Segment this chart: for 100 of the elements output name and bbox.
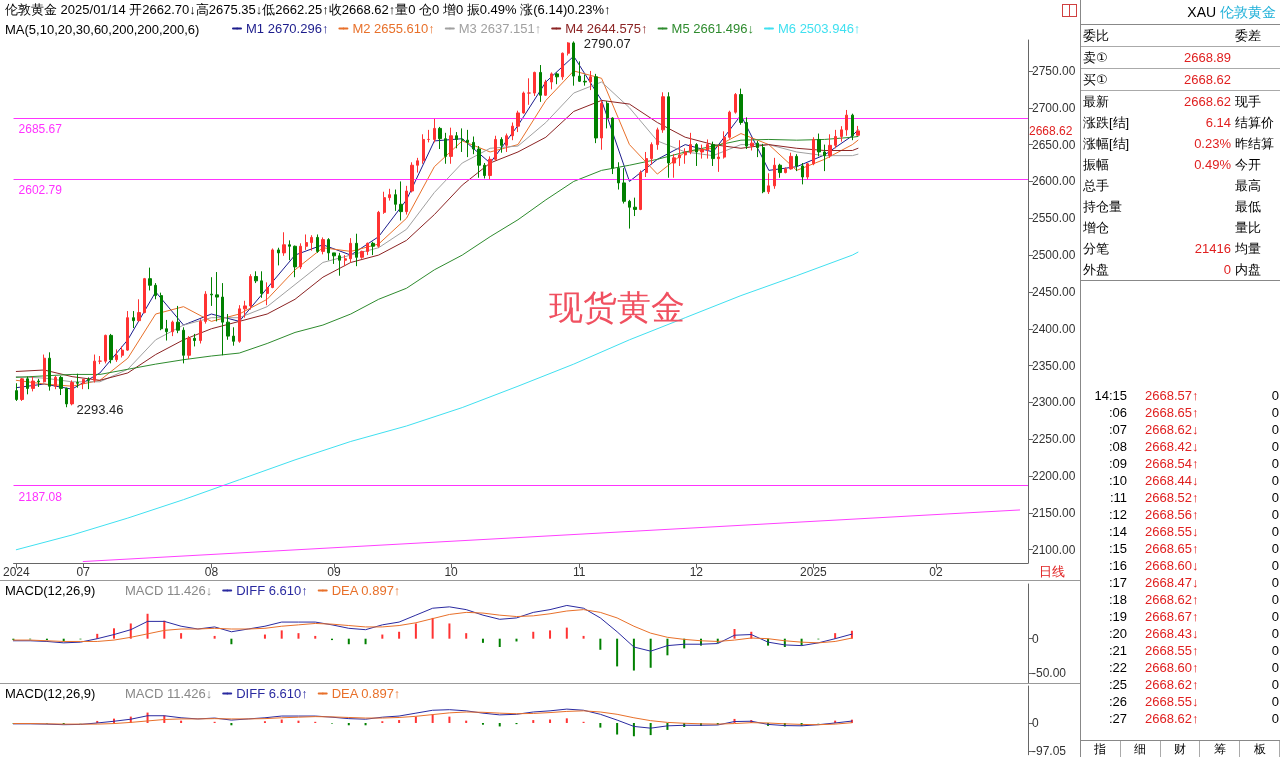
text: 2668.57↑ xyxy=(1145,388,1199,403)
text: 2668.42↓ xyxy=(1145,439,1199,454)
legend-label: M5 2661.496↓ xyxy=(671,21,754,36)
chart-title: 伦敦黄金 2025/01/14 开2662.70↓高2675.35↓低2662.25↑收2668.62↑量0 仓0 增0 振0.49% 涨(6.14)0.23%↑ xyxy=(5,2,611,17)
text: 2668.62↓ xyxy=(1145,422,1199,437)
text: 委比 xyxy=(1083,27,1109,43)
y-tick-label: 2750.00 xyxy=(1032,63,1076,78)
text: 2668.67↑ xyxy=(1145,609,1199,624)
text: :17 xyxy=(1108,575,1127,590)
text: 0 xyxy=(1271,592,1279,607)
text: 昨结算 xyxy=(1235,135,1274,151)
text: 0 xyxy=(1223,262,1231,277)
text: 2668.60↓ xyxy=(1145,558,1199,573)
text: 0 xyxy=(1271,490,1279,505)
legend-label: M1 2670.296↑ xyxy=(246,21,329,36)
text: :27 xyxy=(1108,711,1127,726)
x-tick-label: 02 xyxy=(929,565,944,579)
series-label: MACD 11.426↓ xyxy=(125,583,213,598)
text: :14 xyxy=(1108,524,1127,539)
legend-label: DIFF 6.610↑ xyxy=(236,583,308,598)
text: 0 xyxy=(1271,524,1279,539)
text: 2668.62 xyxy=(1184,72,1231,87)
y-tick-label: 2200.00 xyxy=(1032,469,1076,484)
text: 2668.43↓ xyxy=(1145,626,1199,641)
text: 2668.62 xyxy=(1184,94,1231,109)
text: 日线 xyxy=(1039,563,1065,579)
x-tick-label: 2025 xyxy=(800,565,828,579)
text: 0 xyxy=(1271,643,1279,658)
text: 振幅 xyxy=(1083,156,1109,172)
y-tick-label: 2250.00 xyxy=(1032,432,1076,447)
text: 2668.55↑ xyxy=(1145,643,1199,658)
text: :15 xyxy=(1108,541,1127,556)
text: 0 xyxy=(1271,711,1279,726)
text: 0.23% xyxy=(1194,136,1231,151)
text: :06 xyxy=(1108,405,1127,420)
text: 0 xyxy=(1271,507,1279,522)
y-tick-label: 2650.00 xyxy=(1032,137,1076,152)
legend-label: DEA 0.897↑ xyxy=(331,583,401,598)
text: 增仓 xyxy=(1083,219,1109,235)
text: :26 xyxy=(1108,694,1127,709)
x-tick-label: 12 xyxy=(689,565,704,579)
series-label: MACD 11.426↓ xyxy=(125,686,213,701)
text: 0 xyxy=(1271,456,1279,471)
text: 均量 xyxy=(1235,240,1261,256)
category-label: 筹 xyxy=(1200,741,1241,757)
text: 0 xyxy=(1271,677,1279,692)
text: 涨跌[结] xyxy=(1083,114,1130,130)
legend-label: M2 2655.610↑ xyxy=(352,21,435,36)
text: 2668.44↓ xyxy=(1145,473,1199,488)
text: 6.14 xyxy=(1205,115,1231,130)
y-tick-label: 2550.00 xyxy=(1032,211,1076,226)
chart-title: MACD(12,26,9) xyxy=(5,583,96,598)
legend-title: MA(5,10,20,30,60,200,200,200,6) xyxy=(5,22,200,37)
y-tick-label: 0 xyxy=(1032,715,1039,730)
text: 21416 xyxy=(1194,241,1231,256)
category-label: 细 xyxy=(1120,741,1161,757)
text: 2668.56↑ xyxy=(1145,507,1199,522)
x-tick-label: 11 xyxy=(573,565,586,579)
y-tick-label: 2150.00 xyxy=(1032,505,1076,520)
x-tick-label: 2024 xyxy=(2,565,30,579)
text: :21 xyxy=(1108,643,1127,658)
text: 0 xyxy=(1271,388,1279,403)
text: 内盘 xyxy=(1235,261,1261,277)
y-tick-label: -97.05 xyxy=(1032,744,1067,757)
annotation: 2293.46 xyxy=(76,401,124,417)
text: 0 xyxy=(1271,558,1279,573)
annotation: 2790.07 xyxy=(583,35,631,51)
text: 最高 xyxy=(1235,177,1261,193)
y-tick-label: 2300.00 xyxy=(1032,395,1076,410)
text: :09 xyxy=(1108,456,1127,471)
text: 量比 xyxy=(1235,219,1261,235)
text: 2668.62↑ xyxy=(1145,711,1199,726)
text: 0 xyxy=(1271,422,1279,437)
text: 2668.47↓ xyxy=(1145,575,1199,590)
text: 2668.62 xyxy=(1029,123,1073,138)
legend-label: M6 2503.946↑ xyxy=(777,21,861,36)
y-tick-label: 2450.00 xyxy=(1032,284,1076,299)
text: 2668.52↑ xyxy=(1145,490,1199,505)
text: 2668.65↑ xyxy=(1145,541,1199,556)
text: 2668.55↓ xyxy=(1145,524,1199,539)
text: 0 xyxy=(1271,405,1279,420)
text: 2668.89 xyxy=(1184,50,1231,65)
text: 伦敦黄金 xyxy=(1219,4,1276,20)
text: :25 xyxy=(1108,677,1127,692)
x-tick-label: 10 xyxy=(444,565,459,579)
text: 14:15 xyxy=(1094,388,1127,403)
x-tick-label: 08 xyxy=(204,565,219,579)
text: 持仓量 xyxy=(1083,198,1122,214)
text: 今开 xyxy=(1235,156,1261,172)
text: 2668.62↑ xyxy=(1145,677,1199,692)
ref-line-label: 2602.79 xyxy=(18,183,63,198)
text: :16 xyxy=(1108,558,1127,573)
text: 0 xyxy=(1271,660,1279,675)
ref-line-label: 2187.08 xyxy=(18,489,63,504)
y-tick-label: 2500.00 xyxy=(1032,248,1076,263)
text: :11 xyxy=(1109,490,1127,505)
text: 2668.55↓ xyxy=(1145,694,1199,709)
text: 涨幅[结] xyxy=(1083,135,1130,151)
text: 最低 xyxy=(1235,198,1261,214)
text: 总手 xyxy=(1083,177,1109,193)
